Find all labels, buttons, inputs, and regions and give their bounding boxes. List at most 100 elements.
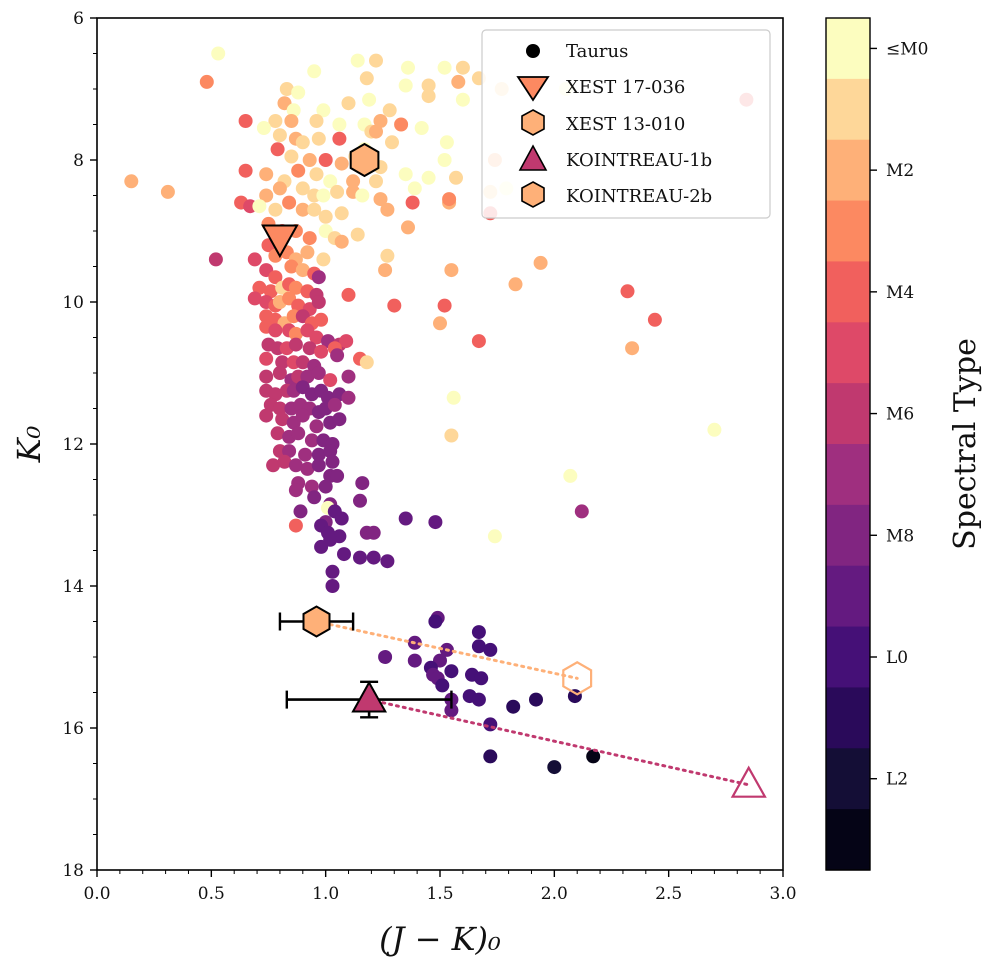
taurus-point [442, 192, 457, 207]
taurus-point [385, 135, 399, 150]
x-axis-ticks: 0.0 0.5 1.0 1.5 2.0 2.5 3.0 [83, 870, 797, 904]
taurus-point [279, 82, 294, 96]
taurus-point [272, 181, 287, 196]
legend-box [481, 29, 771, 219]
taurus-point [291, 298, 306, 313]
taurus-point [446, 390, 461, 405]
taurus-point [284, 114, 299, 128]
taurus-point [288, 337, 303, 352]
colorbar-segment [826, 444, 870, 506]
taurus-point [295, 135, 310, 150]
taurus-point [428, 614, 443, 629]
taurus-point [378, 263, 393, 278]
taurus-point [574, 504, 589, 519]
colorbar-segment [826, 504, 870, 567]
taurus-point [282, 444, 297, 459]
taurus-point [647, 312, 662, 327]
taurus-point [435, 678, 450, 693]
colorbar-ticks: ≤M0 M2 M4 M6 M8 L0 L2 [870, 39, 928, 790]
taurus-point [302, 231, 317, 246]
y-tick-label: 14 [62, 577, 84, 597]
taurus-point [252, 199, 267, 214]
taurus-point [295, 263, 310, 278]
taurus-point [124, 174, 139, 189]
taurus-point [471, 692, 486, 707]
taurus-point [288, 280, 303, 295]
taurus-point [284, 259, 299, 274]
legend-taurus-label: Taurus [566, 41, 628, 62]
taurus-point [398, 167, 413, 182]
taurus-point [272, 366, 287, 380]
taurus-point [323, 532, 338, 547]
legend-kointreau-1b-marker [518, 144, 548, 171]
taurus-point [330, 184, 345, 199]
taurus-point [407, 653, 422, 668]
taurus-point [449, 170, 463, 185]
taurus-point [259, 351, 274, 366]
taurus-point [394, 117, 409, 132]
taurus-point [620, 284, 635, 299]
colorbar-tick-label: M8 [886, 526, 914, 546]
taurus-point [325, 579, 340, 593]
taurus-point [311, 270, 326, 285]
taurus-point [382, 103, 397, 118]
colorbar-segment [826, 139, 870, 202]
taurus-point [272, 401, 287, 416]
x-tick-label: 1.5 [426, 884, 453, 904]
taurus-point [268, 202, 283, 217]
colorbar-segment [826, 78, 870, 141]
taurus-point [625, 341, 640, 356]
kointreau-1b-open-marker [730, 765, 767, 798]
taurus-point [282, 195, 297, 210]
taurus-point [268, 387, 283, 402]
taurus-point [288, 326, 303, 341]
taurus-point [359, 355, 374, 370]
legend-kointreau-2b-label: KOINTREAU-2b [566, 186, 712, 207]
colorbar-tick-label: M4 [886, 283, 914, 303]
taurus-point [288, 483, 303, 498]
x-tick-label: 3.0 [769, 884, 796, 904]
legend-taurus-marker [526, 44, 540, 58]
taurus-point [323, 174, 338, 189]
taurus-point [252, 280, 267, 295]
taurus-point [355, 476, 370, 491]
legend-xest-17-036-marker [516, 76, 550, 102]
xest-17-036-marker [261, 224, 299, 259]
taurus-point [309, 167, 324, 182]
taurus-point [247, 291, 262, 306]
taurus-point [421, 89, 436, 104]
taurus-point [284, 149, 299, 164]
kointreau-2b-open-marker [562, 661, 593, 696]
taurus-point [316, 188, 331, 203]
taurus-point [483, 642, 498, 657]
y-tick-label: 16 [62, 719, 84, 739]
x-tick-label: 0.5 [198, 884, 225, 904]
colorbar-tick-label: ≤M0 [886, 39, 928, 59]
taurus-point [311, 131, 326, 146]
legend-entry-kointreau-1b: KOINTREAU-1b [518, 144, 712, 171]
taurus-point [256, 121, 271, 135]
colorbar-segment [826, 687, 870, 749]
taurus-point [238, 114, 253, 128]
taurus-point [474, 671, 489, 686]
y-tick-label: 10 [62, 293, 84, 313]
taurus-point [316, 103, 331, 118]
taurus-point [309, 114, 324, 128]
taurus-point [444, 428, 459, 443]
taurus-point [508, 277, 523, 292]
taurus-point [327, 397, 342, 412]
taurus-point [323, 373, 338, 388]
taurus-point [302, 341, 317, 356]
taurus-point [300, 369, 315, 384]
taurus-point [307, 490, 322, 505]
taurus-point [268, 270, 283, 285]
taurus-point [318, 153, 333, 167]
colorbar-tick-label: M2 [886, 161, 914, 181]
kointreau-1b-marker [351, 680, 388, 713]
taurus-point [309, 419, 324, 434]
taurus-point [316, 252, 331, 267]
taurus-point [302, 153, 317, 167]
legend-entry-xest-13-010: XEST 13-010 [521, 109, 685, 136]
x-tick-label: 1.0 [312, 884, 339, 904]
